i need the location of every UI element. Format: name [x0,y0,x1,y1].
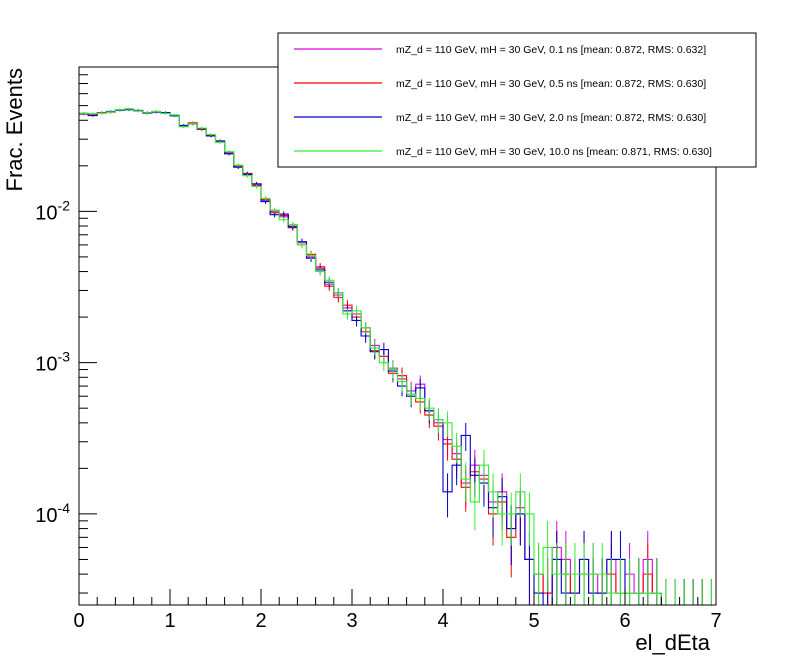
legend: mZ_d = 110 GeV, mH = 30 GeV, 0.1 ns [mea… [277,32,757,168]
series-3 [79,107,712,605]
legend-label: mZ_d = 110 GeV, mH = 30 GeV, 0.5 ns [mea… [396,78,706,90]
x-tick-label: 2 [255,610,266,632]
legend-label: mZ_d = 110 GeV, mH = 30 GeV, 0.1 ns [mea… [396,44,706,56]
x-tick-label: 3 [346,610,357,632]
legend-label: mZ_d = 110 GeV, mH = 30 GeV, 2.0 ns [mea… [396,112,706,124]
y-tick-label: 10-2 [35,197,70,224]
legend-label: mZ_d = 110 GeV, mH = 30 GeV, 10.0 ns [me… [396,146,712,158]
x-axis-title: el_dEta [635,630,710,655]
x-tick-label: 0 [73,610,84,632]
x-tick-label: 4 [437,610,448,632]
y-axis-title: Frac. Events [2,68,27,191]
x-tick-label: 5 [528,610,539,632]
y-axis: 10-2 10-3 10-4 [35,66,97,594]
legend-box [277,32,757,168]
series-layer [79,107,712,605]
y-tick-label: 10-3 [35,349,70,376]
x-tick-label: 7 [710,610,721,632]
y-tick-label: 10-4 [35,500,70,527]
x-tick-label: 6 [619,610,630,632]
x-axis: 0 1 2 3 4 5 6 7 [73,589,722,632]
x-tick-label: 1 [164,610,175,632]
